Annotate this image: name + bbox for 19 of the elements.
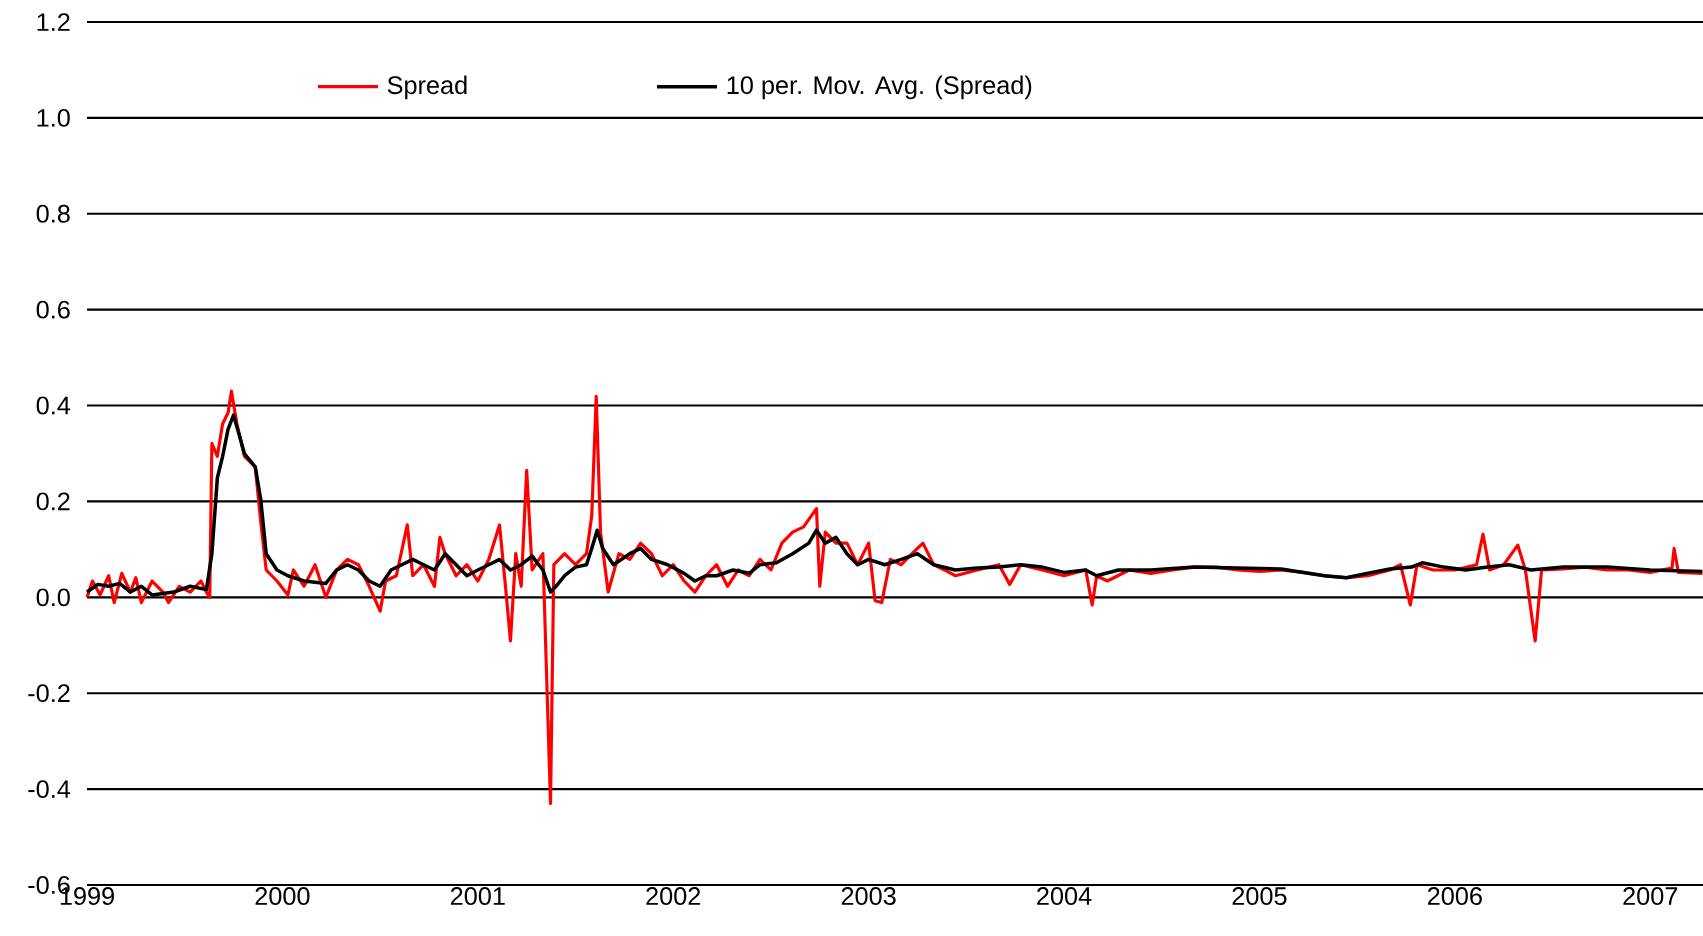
y-tick-label: 1.2: [37, 13, 70, 31]
y-tick-label: 0.4: [36, 396, 71, 415]
legend-label: 10 per. Mov. Avg. (Spread): [727, 75, 1032, 100]
x-tick-label: 2002: [646, 887, 701, 905]
y-tick-label: -0.4: [28, 780, 71, 799]
x-tick-label: 2003: [841, 887, 896, 905]
x-tick-label: 2005: [1232, 887, 1287, 905]
x-tick-label: 2000: [255, 887, 310, 905]
y-tick-label: -0.2: [28, 684, 70, 703]
y-tick-label: 0.8: [36, 204, 70, 223]
x-tick-label: 2006: [1427, 887, 1482, 905]
y-tick-label: 0.0: [36, 588, 70, 607]
y-tick-label: 0.2: [36, 492, 70, 511]
x-tick-label: 2004: [1037, 887, 1092, 905]
legend-label: Spread: [387, 75, 467, 100]
y-tick-label: 0.6: [36, 300, 70, 319]
x-tick-label: 2001: [450, 887, 505, 905]
x-tick-label: 2007: [1623, 887, 1678, 905]
y-tick-label: 1.0: [37, 108, 70, 127]
